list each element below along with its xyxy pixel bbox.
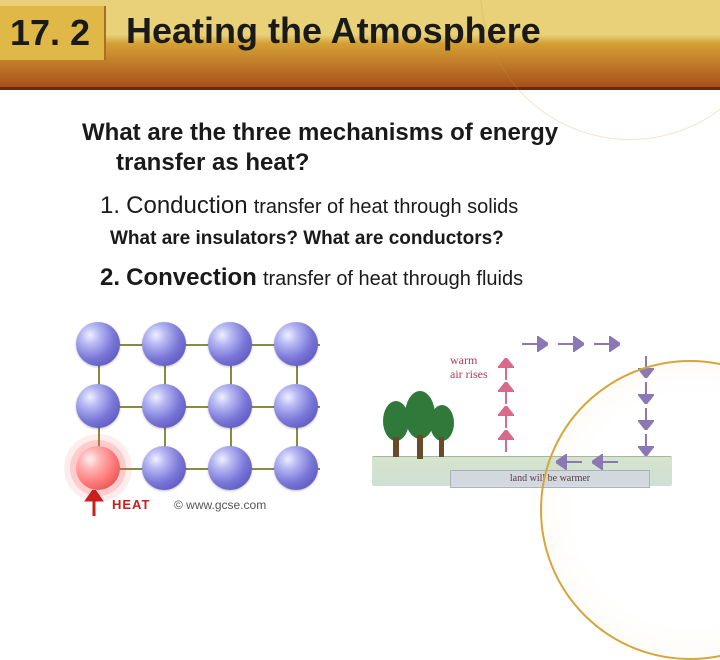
arrow-down-icon: [638, 356, 654, 378]
item-number: 1.: [100, 192, 120, 219]
lattice-atom: [274, 446, 318, 490]
arrow-right-icon: [594, 336, 620, 352]
arrow-up-icon: [498, 406, 514, 428]
arrow-down-icon: [638, 382, 654, 404]
item-term: Convection: [126, 264, 257, 291]
item-desc: transfer of heat through solids: [254, 196, 519, 218]
content-block: What are the three mechanisms of energy …: [82, 118, 672, 300]
warm-line2: air rises: [450, 367, 488, 381]
lattice-atom: [76, 384, 120, 428]
heat-arrow-icon: [84, 490, 104, 516]
item-desc: transfer of heat through fluids: [263, 268, 523, 290]
question-line1: What are the three mechanisms of energy: [82, 119, 558, 146]
section-number: 17. 2: [0, 6, 106, 60]
list-item: 2. Convection transfer of heat through f…: [100, 264, 672, 292]
heat-label: HEAT: [112, 497, 150, 512]
lattice-atom: [208, 322, 252, 366]
question-line2: transfer as heat?: [88, 148, 672, 178]
lattice-atom: [142, 446, 186, 490]
arrow-right-icon: [522, 336, 548, 352]
bottom-caption-strip: land will be warmer: [450, 470, 650, 488]
main-question: What are the three mechanisms of energy …: [82, 118, 672, 178]
arrow-up-icon: [498, 358, 514, 380]
header-band: 17. 2 Heating the Atmosphere: [0, 0, 720, 90]
conduction-figure: HEAT © www.gcse.com: [70, 322, 350, 517]
arrow-up-icon: [498, 430, 514, 452]
figures-row: HEAT © www.gcse.com warm: [70, 322, 680, 522]
lattice-grid: [80, 326, 320, 486]
sub-question: What are insulators? What are conductors…: [110, 228, 672, 250]
item-term: Conduction: [126, 192, 247, 219]
arrow-right-icon: [558, 336, 584, 352]
figure-copyright: © www.gcse.com: [174, 498, 266, 512]
lattice-atom: [274, 322, 318, 366]
lattice-atom: [208, 446, 252, 490]
arrow-left-icon: [592, 454, 618, 470]
arrow-down-icon: [638, 434, 654, 456]
lattice-atom: [142, 384, 186, 428]
convection-figure: warm air rises land will be warmer: [366, 322, 676, 517]
arrow-up-icon: [498, 382, 514, 404]
warm-air-label: warm air rises: [450, 354, 488, 382]
warm-line1: warm: [450, 353, 477, 367]
convection-frame: warm air rises land will be warmer: [372, 326, 672, 486]
item-number: 2.: [100, 264, 120, 291]
lattice-atom: [274, 384, 318, 428]
arrow-down-icon: [638, 408, 654, 430]
list-item: 1. Conduction transfer of heat through s…: [100, 192, 672, 220]
trees-icon: [380, 387, 460, 466]
arrow-left-icon: [556, 454, 582, 470]
lattice-atom-hot: [76, 446, 120, 490]
page-title: Heating the Atmosphere: [126, 10, 541, 52]
lattice-atom: [76, 322, 120, 366]
lattice-atom: [208, 384, 252, 428]
lattice-atom: [142, 322, 186, 366]
